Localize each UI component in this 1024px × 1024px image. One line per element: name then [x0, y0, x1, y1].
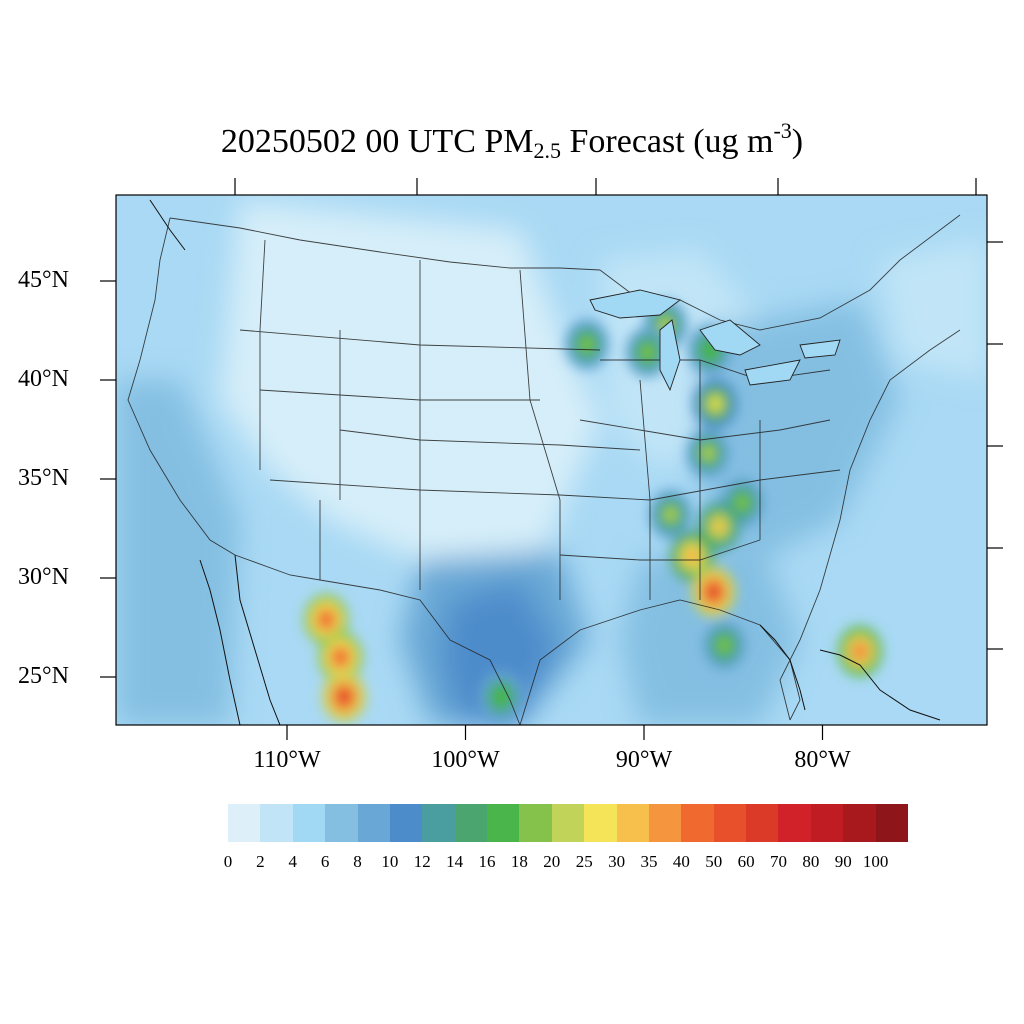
longitude-label: 100°W	[431, 747, 500, 773]
hotspot-texas-gulf	[479, 671, 524, 723]
longitude-label: 110°W	[253, 747, 321, 773]
colorbar-swatch	[357, 804, 390, 842]
colorbar-swatch	[875, 804, 908, 842]
colorbar-swatch	[713, 804, 746, 842]
great-lakes	[589, 289, 841, 392]
colorbar-label: 12	[413, 852, 431, 871]
latitude-label: 45°N	[18, 267, 69, 293]
hotspot-wisconsin	[564, 319, 609, 370]
colorbar-swatch	[260, 804, 293, 842]
hotspot-florida-north	[702, 620, 747, 671]
colorbar-swatch	[422, 804, 455, 842]
colorbar-label: 60	[737, 852, 755, 871]
colorbar-label: 30	[608, 852, 626, 871]
plot-frame	[115, 194, 988, 726]
colorbar-label: 100	[862, 852, 889, 871]
colorbar-label: 25	[575, 852, 593, 871]
colorbar-swatch	[778, 804, 811, 842]
colorbar-swatch	[551, 804, 585, 842]
colorbar-swatch	[325, 804, 358, 842]
colorbar-swatch	[487, 804, 520, 842]
hotspot-contour	[43, 312, 75, 349]
colorbar-swatch	[454, 804, 487, 842]
colorbar	[228, 804, 908, 842]
colorbar-label: 0	[223, 852, 233, 871]
colorbar-label: 16	[478, 852, 496, 871]
hotspot-contour	[53, 324, 65, 338]
hotspot-georgia-south	[691, 566, 736, 618]
colorbar-swatch	[616, 804, 649, 842]
map-field	[37, 195, 987, 725]
hotspot-chihuahua-mid	[318, 631, 363, 683]
colorbar-label: 6	[320, 852, 330, 871]
colorbar-label: 2	[256, 852, 265, 871]
colorbar-swatch	[389, 804, 423, 842]
colorbar-label: 14	[446, 852, 464, 871]
hotspot-contour	[736, 495, 749, 510]
map-title: 20250502 00 UTC PM2.5 Forecast (ug m-3)	[0, 118, 1024, 164]
title-close: )	[791, 123, 804, 160]
colorbar-swatch	[746, 804, 779, 842]
colorbar-swatch	[228, 804, 261, 842]
colorbar-label: 80	[802, 852, 820, 871]
colorbar-label: 90	[834, 852, 852, 871]
colorbar-swatch	[843, 804, 876, 842]
title-rest: Forecast (ug m	[561, 123, 774, 160]
latitude-label: 25°N	[18, 663, 69, 689]
hotspot-contour	[334, 650, 347, 665]
hotspot-contour	[853, 644, 866, 659]
colorbar-label: 35	[640, 852, 658, 871]
latitude-label: 30°N	[18, 564, 69, 590]
colorbar-label: 20	[543, 852, 561, 871]
hotspot-contour	[320, 612, 333, 627]
colorbar-swatch	[292, 804, 326, 842]
hotspot-contour	[709, 396, 722, 411]
hotspot-contour	[338, 689, 351, 704]
hotspot-contour	[48, 318, 70, 343]
colorbar-label: 40	[672, 852, 690, 871]
colorbar-label: 70	[769, 852, 787, 871]
colorbar-swatch	[519, 804, 552, 842]
political-boundaries	[127, 214, 961, 725]
longitude-label: 80°W	[794, 747, 851, 773]
hotspot-tennessee	[648, 489, 693, 540]
colorbar-label: 18	[510, 852, 528, 871]
colorbar-swatch	[681, 804, 714, 842]
regional-shading	[116, 200, 987, 725]
hotspot-contour	[495, 689, 508, 704]
hotspot-contour	[580, 337, 593, 352]
hotspot-oregon	[37, 305, 81, 356]
colorbar-swatch	[648, 804, 682, 842]
hotspot-contour	[641, 345, 654, 360]
longitude-label: 90°W	[615, 747, 673, 773]
colorbar-label: 8	[353, 852, 362, 871]
colorbar-label: 4	[288, 852, 298, 871]
hotspot-chihuahua-north	[304, 594, 349, 645]
latitude-label: 40°N	[18, 366, 69, 392]
axis-ticks	[100, 178, 1003, 740]
colorbar-label: 10	[381, 852, 399, 871]
hotspot-contour	[37, 305, 81, 356]
hotspot-kentucky	[686, 427, 731, 479]
hotspot-chihuahua-south	[322, 671, 367, 723]
hotspot-bahamas	[837, 625, 882, 677]
hotspot-michigan-west	[625, 326, 670, 378]
title-superscript: -3	[773, 118, 792, 143]
hotspot-contour	[702, 446, 715, 461]
hotspot-contour	[718, 638, 731, 653]
hotspot-contour	[664, 507, 677, 522]
hotspot-contour	[707, 584, 720, 599]
colorbar-swatch	[810, 804, 844, 842]
hotspot-ohio-valley	[693, 378, 738, 430]
latitude-label: 35°N	[18, 465, 69, 491]
colorbar-swatch	[584, 804, 617, 842]
title-subscript: 2.5	[533, 138, 562, 163]
colorbar-label: 50	[705, 852, 723, 871]
hotspot-contour	[712, 519, 725, 534]
hotspot-contour	[686, 549, 699, 564]
coastlines	[149, 199, 941, 725]
title-main: 20250502 00 UTC PM	[220, 123, 534, 160]
